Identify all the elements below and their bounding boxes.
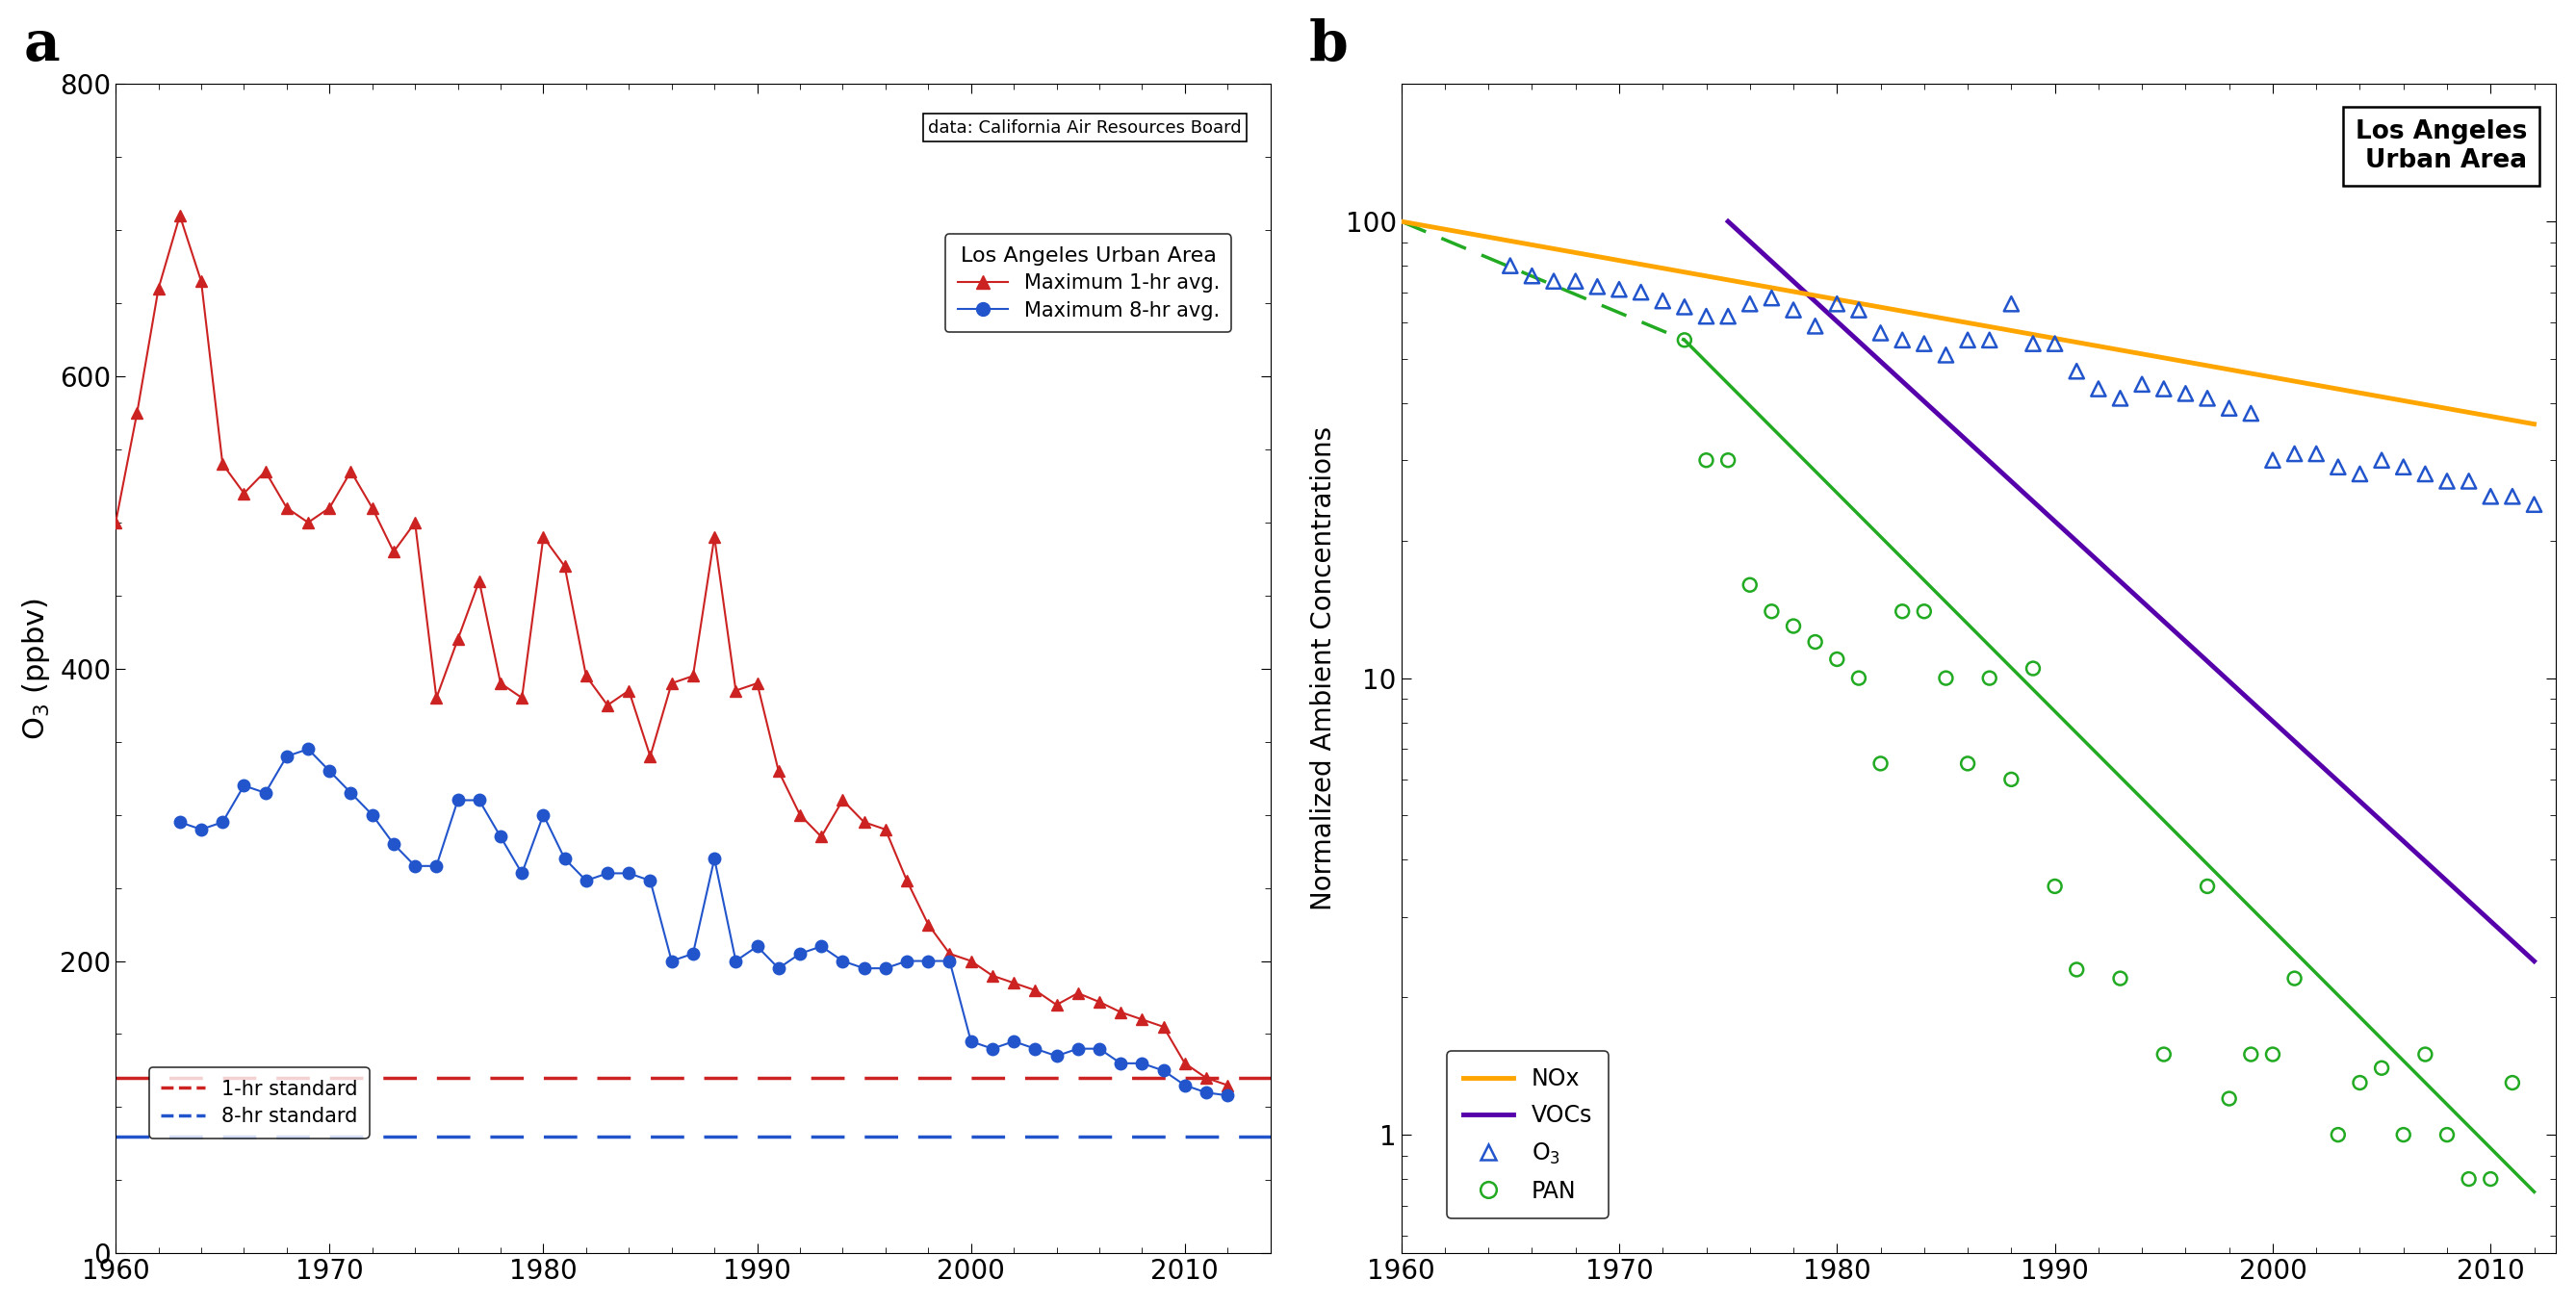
Point	[1839, 668, 1880, 689]
Point	[1489, 256, 1530, 277]
Y-axis label: O$_3$ (ppbv): O$_3$ (ppbv)	[21, 598, 52, 740]
Point	[2208, 398, 2249, 419]
Point	[2231, 1044, 2272, 1065]
Legend: NOx, VOCs, O$_3$, PAN: NOx, VOCs, O$_3$, PAN	[1448, 1052, 1607, 1219]
Point	[1772, 616, 1814, 637]
Point	[2012, 333, 2053, 354]
Point	[2056, 959, 2097, 980]
Point	[1708, 450, 1749, 471]
Point	[1795, 632, 1837, 652]
Point	[1664, 296, 1705, 317]
Point	[2123, 373, 2164, 394]
Point	[2403, 1044, 2445, 1065]
Point	[2491, 1073, 2532, 1094]
Point	[2339, 463, 2380, 484]
Point	[2187, 388, 2228, 408]
Point	[1728, 294, 1770, 315]
Point	[2383, 457, 2424, 478]
Point	[2470, 485, 2512, 506]
Point	[1641, 291, 1682, 312]
Point	[1512, 265, 1553, 286]
Point	[1860, 753, 1901, 774]
Point	[2491, 485, 2532, 506]
Point	[2035, 876, 2076, 897]
Point	[2056, 360, 2097, 381]
Point	[1752, 287, 1793, 308]
Point	[2251, 450, 2293, 471]
Point	[2427, 1125, 2468, 1146]
Point	[2275, 444, 2316, 465]
Point	[1880, 330, 1922, 351]
Point	[2447, 1168, 2488, 1189]
Text: data: California Air Resources Board: data: California Air Resources Board	[927, 119, 1242, 137]
Point	[1620, 282, 1662, 303]
Text: b: b	[1309, 18, 1347, 72]
Point	[2035, 333, 2076, 354]
Point	[2251, 1044, 2293, 1065]
Point	[2143, 1044, 2184, 1065]
Text: a: a	[23, 18, 59, 72]
Y-axis label: Normalized Ambient Concentrations: Normalized Ambient Concentrations	[1311, 427, 1337, 911]
Point	[1664, 330, 1705, 351]
Point	[1924, 345, 1965, 365]
Point	[2514, 495, 2555, 515]
Point	[1904, 600, 1945, 621]
Point	[1947, 753, 1989, 774]
Point	[2470, 1168, 2512, 1189]
Point	[1947, 330, 1989, 351]
Point	[2427, 471, 2468, 492]
Point	[1839, 300, 1880, 321]
Point	[2362, 450, 2403, 471]
Point	[2295, 444, 2336, 465]
Point	[2403, 463, 2445, 484]
Point	[2187, 876, 2228, 897]
Legend: 1-hr standard, 8-hr standard: 1-hr standard, 8-hr standard	[149, 1067, 368, 1138]
Point	[1968, 668, 2009, 689]
Point	[1795, 316, 1837, 337]
Point	[1904, 333, 1945, 354]
Point	[2143, 378, 2184, 399]
Point	[1816, 294, 1857, 315]
Point	[2231, 403, 2272, 424]
Point	[1533, 270, 1574, 291]
Text: Los Angeles
Urban Area: Los Angeles Urban Area	[2354, 119, 2527, 174]
Point	[2362, 1057, 2403, 1078]
Point	[2012, 658, 2053, 679]
Point	[2208, 1088, 2249, 1109]
Point	[1577, 277, 1618, 298]
Point	[2318, 457, 2360, 478]
Point	[2164, 384, 2205, 405]
Point	[1880, 600, 1922, 621]
Point	[1991, 769, 2032, 790]
Point	[2079, 378, 2120, 399]
Point	[2447, 471, 2488, 492]
Point	[1600, 279, 1641, 300]
Point	[1685, 305, 1726, 326]
Point	[1991, 294, 2032, 315]
Point	[2383, 1125, 2424, 1146]
Point	[1968, 330, 2009, 351]
Point	[1556, 270, 1597, 291]
Point	[1752, 600, 1793, 621]
Point	[2099, 388, 2141, 408]
Point	[2318, 1125, 2360, 1146]
Point	[2339, 1073, 2380, 1094]
Point	[1816, 649, 1857, 669]
Point	[1728, 574, 1770, 595]
Point	[1924, 668, 1965, 689]
Point	[1708, 305, 1749, 326]
Point	[1772, 300, 1814, 321]
Point	[1685, 450, 1726, 471]
Point	[2099, 968, 2141, 989]
Point	[1860, 322, 1901, 343]
Point	[2275, 968, 2316, 989]
